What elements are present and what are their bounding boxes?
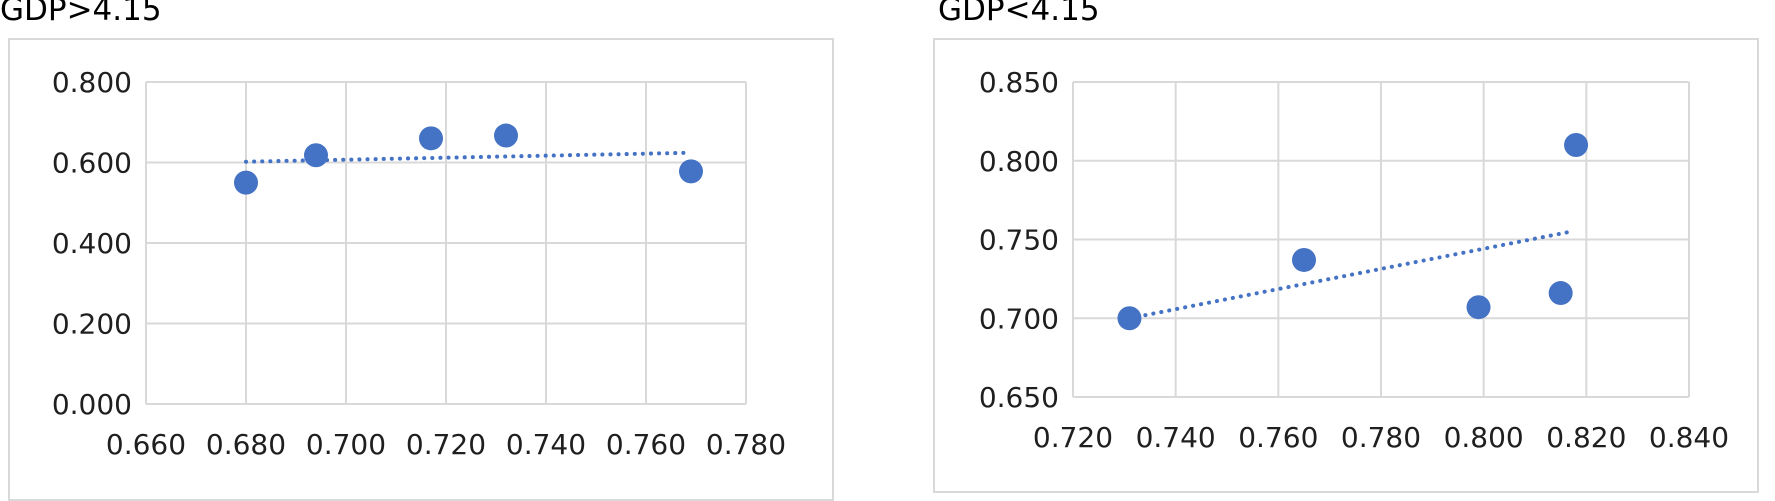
x-tick-label: 0.840 <box>1649 421 1729 454</box>
x-tick-label: 0.720 <box>1033 421 1113 454</box>
x-tick-label: 0.740 <box>506 428 586 461</box>
x-tick-label: 0.740 <box>1136 421 1216 454</box>
y-tick-label: 0.800 <box>979 145 1059 178</box>
x-tick-label: 0.700 <box>306 428 386 461</box>
x-tick-label: 0.720 <box>406 428 486 461</box>
data-point <box>304 143 328 168</box>
x-tick-label: 0.780 <box>1341 421 1421 454</box>
data-point <box>1564 133 1589 157</box>
y-tick-label: 0.600 <box>52 147 132 180</box>
y-tick-label: 0.850 <box>979 66 1059 99</box>
data-point <box>494 123 518 148</box>
data-point <box>1548 281 1573 306</box>
x-tick-label: 0.760 <box>606 428 686 461</box>
y-tick-label: 0.750 <box>979 224 1059 257</box>
chart-title-gdp-above: GDP>4.15 <box>0 0 162 28</box>
x-tick-label: 0.680 <box>206 428 286 461</box>
chart-title-gdp-below: GDP<4.15 <box>938 0 1100 28</box>
data-point <box>1466 295 1491 320</box>
y-tick-label: 0.700 <box>979 302 1059 335</box>
x-tick-label: 0.800 <box>1444 421 1524 454</box>
data-point <box>419 126 443 151</box>
y-tick-label: 0.200 <box>52 308 132 341</box>
data-point <box>1292 247 1316 272</box>
chart-frame-right <box>933 38 1759 493</box>
y-tick-label: 0.000 <box>52 388 132 421</box>
x-tick-label: 0.660 <box>106 428 186 461</box>
y-tick-label: 0.800 <box>52 66 132 99</box>
y-tick-label: 0.400 <box>52 227 132 260</box>
x-tick-label: 0.820 <box>1546 421 1626 454</box>
data-point <box>1117 306 1142 331</box>
data-point <box>234 170 258 195</box>
y-tick-label: 0.650 <box>979 381 1059 414</box>
x-tick-label: 0.780 <box>706 428 786 461</box>
trendline <box>1127 229 1573 321</box>
x-tick-label: 0.760 <box>1238 421 1318 454</box>
data-point <box>679 159 703 184</box>
